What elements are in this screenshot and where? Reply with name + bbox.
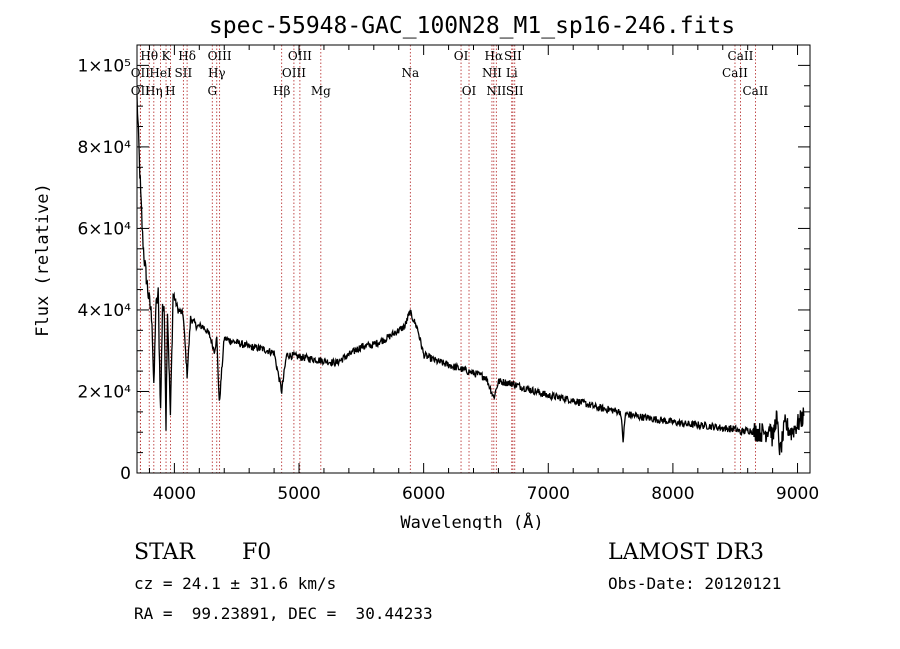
- x-axis-ticks: 4000 5000 6000 7000 8000 9000: [148, 45, 819, 504]
- y-tick-label: 1×10⁵: [77, 56, 131, 76]
- line-marker-label: Hγ: [208, 66, 226, 80]
- line-marker-label: OI: [454, 49, 469, 63]
- x-tick-label: 9000: [776, 484, 819, 504]
- line-marker-label: OIII: [282, 66, 306, 80]
- x-tick-label: 6000: [402, 484, 445, 504]
- line-marker-label: CaII: [742, 84, 768, 98]
- y-axis-label: Flux (relative): [33, 183, 53, 337]
- y-tick-label: 2×10⁴: [77, 382, 131, 402]
- y-tick-label: 6×10⁴: [77, 219, 131, 239]
- class-label: STAR: [134, 540, 195, 565]
- line-marker-label: H: [165, 84, 175, 98]
- redshift-text: cz = 24.1 ± 31.6 km/s: [134, 574, 337, 593]
- line-marker-label: NII: [482, 66, 502, 80]
- line-marker-label: Na: [401, 66, 419, 80]
- line-markers: [139, 45, 756, 473]
- line-marker-label: Hδ: [178, 49, 196, 63]
- line-marker-label: SII: [506, 84, 524, 98]
- line-marker-label: Hθ: [140, 49, 158, 63]
- line-marker-labels: OIIOIIHθHηHeIKHSIIHδGHγOIIIHβOIIIOIIIMgN…: [131, 49, 769, 98]
- line-marker-label: NII: [486, 84, 506, 98]
- line-marker-label: Hη: [145, 84, 163, 98]
- subclass-label: F0: [242, 540, 272, 565]
- plot-frame: [136, 44, 811, 474]
- line-marker-label: OIII: [288, 49, 312, 63]
- line-marker-label: OII: [131, 66, 151, 80]
- line-marker-label: Li: [506, 66, 518, 80]
- y-tick-label: 0: [120, 464, 131, 484]
- line-marker-label: OII: [131, 84, 151, 98]
- x-axis-label: Wavelength (Å): [400, 511, 543, 530]
- y-tick-label: 4×10⁴: [77, 301, 131, 321]
- survey-label: LAMOST DR3: [608, 540, 764, 565]
- coordinates-text: RA = 99.23891, DEC = 30.44233: [134, 604, 433, 623]
- x-tick-label: 7000: [527, 484, 570, 504]
- x-tick-label: 8000: [651, 484, 694, 504]
- line-marker-label: Hβ: [273, 84, 290, 98]
- y-axis-ticks: 0 2×10⁴ 4×10⁴ 6×10⁴ 8×10⁴ 1×10⁵: [77, 56, 810, 484]
- line-marker-label: Mg: [311, 84, 331, 98]
- line-marker-label: SII: [175, 66, 193, 80]
- line-marker-label: OIII: [208, 49, 232, 63]
- line-marker-label: K: [162, 49, 172, 63]
- line-marker-label: CaII: [728, 49, 754, 63]
- line-marker-label: Hα: [485, 49, 504, 63]
- line-marker-label: OI: [462, 84, 477, 98]
- line-marker-label: CaII: [722, 66, 748, 80]
- y-tick-label: 8×10⁴: [77, 138, 131, 158]
- line-marker-label: SII: [504, 49, 522, 63]
- obs-date-text: Obs-Date: 20120121: [608, 574, 782, 593]
- line-marker-label: HeI: [149, 66, 172, 80]
- line-marker-label: G: [207, 84, 217, 98]
- x-tick-label: 5000: [277, 484, 320, 504]
- x-tick-label: 4000: [153, 484, 196, 504]
- spectrum-chart: spec-55948-GAC_100N28_M1_sp16-246.fits O…: [33, 13, 819, 530]
- chart-title: spec-55948-GAC_100N28_M1_sp16-246.fits: [209, 13, 735, 39]
- spectrum-series-line: [136, 95, 805, 456]
